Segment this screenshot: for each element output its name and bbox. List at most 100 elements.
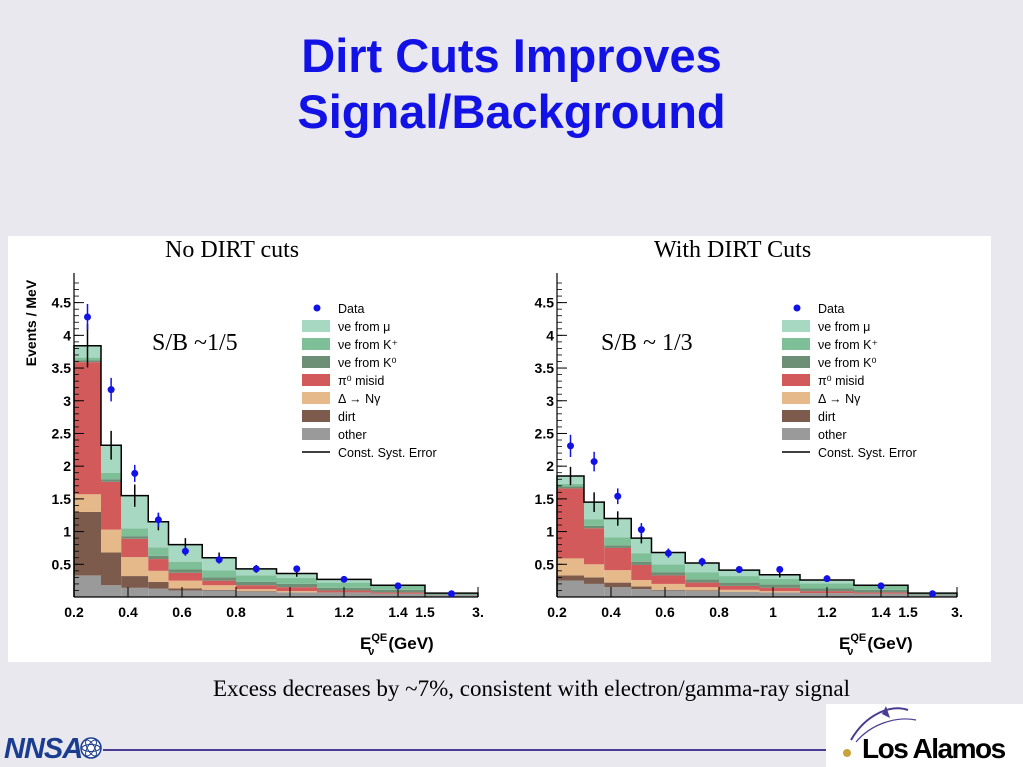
hist-bar <box>557 488 584 559</box>
data-point <box>735 566 743 574</box>
hist-bar <box>168 590 203 597</box>
legend-swatch <box>302 410 330 422</box>
hist-bar <box>148 559 169 571</box>
y-axis-label: Events / MeV <box>510 279 522 366</box>
hist-bar <box>276 592 317 597</box>
legend-swatch <box>302 338 330 350</box>
data-point <box>698 558 706 566</box>
legend-label: νe from K⁰ <box>338 356 397 370</box>
hist-bar <box>631 586 652 590</box>
hist-bar <box>759 578 800 585</box>
hist-bar <box>236 575 277 582</box>
x-tick-label: 0.4 <box>601 604 621 620</box>
legend-label: other <box>818 428 847 442</box>
legend-swatch <box>302 392 330 404</box>
hist-bar <box>759 592 800 597</box>
y-tick-label: 1.5 <box>535 491 555 507</box>
left-panel-heading: No DIRT cuts <box>165 237 300 263</box>
legend-swatch <box>302 356 330 368</box>
y-tick-label: 2.5 <box>535 425 555 441</box>
x-label-sup: QE <box>371 632 387 644</box>
hist-bar <box>557 483 584 487</box>
hist-bar <box>651 590 686 597</box>
hist-bar <box>759 584 800 588</box>
hist-bar <box>584 577 605 584</box>
hist-bar <box>604 537 632 546</box>
hist-bar <box>557 580 584 597</box>
hist-bar <box>276 578 317 584</box>
hist-bar <box>719 591 760 597</box>
y-tick-label: 3.5 <box>52 360 72 376</box>
y-tick-label: 3 <box>63 393 71 409</box>
hist-bar <box>121 576 149 588</box>
y-tick-label: 4.5 <box>52 295 72 311</box>
hist-bar <box>685 591 719 597</box>
hist-bar <box>101 479 122 482</box>
hist-bar <box>651 589 686 591</box>
y-tick-label: 4 <box>546 327 554 343</box>
los-alamos-dot-icon <box>843 749 851 757</box>
hist-bar <box>719 582 760 586</box>
hist-bar <box>604 587 632 597</box>
hist-bar <box>202 590 236 597</box>
legend-swatch <box>782 392 810 404</box>
legend-label: νe from μ <box>338 320 390 334</box>
legend-data-marker <box>313 304 321 312</box>
y-tick-label: 2 <box>546 458 554 474</box>
nnsa-seal-icon <box>80 737 102 759</box>
legend-label: νe from K⁺ <box>818 338 878 352</box>
legend-swatch <box>302 320 330 332</box>
hist-bar <box>800 583 854 589</box>
nnsa-logo: NNSA <box>4 733 83 765</box>
los-alamos-swoosh-icon <box>850 706 917 743</box>
hist-bar <box>631 589 652 597</box>
x-tick-label: 0.8 <box>709 604 729 620</box>
legend-label: νe from K⁰ <box>818 356 877 370</box>
legend-swatch <box>782 374 810 386</box>
left-histogram-chart: 0.5 1 1.5 2 2.5 3 3.5 4 4.5 0.2 0.4 0.6 0.8 1 1.2 1.4 1.… <box>23 273 484 658</box>
y-axis-label: Events / MeV <box>23 279 39 366</box>
data-points <box>567 434 936 598</box>
legend-label: Const. Syst. Error <box>818 446 917 460</box>
legend-swatch <box>782 428 810 440</box>
y-tick-label: 1 <box>63 524 71 540</box>
y-tick-label: 4 <box>63 327 71 343</box>
hist-bar <box>148 570 169 582</box>
y-tick-label: 2.5 <box>52 425 72 441</box>
hist-bar <box>121 528 149 537</box>
legend-label: νe from μ <box>818 320 870 334</box>
hist-bar <box>236 591 277 597</box>
legend-label: π⁰ misid <box>818 374 864 388</box>
data-point <box>131 469 139 477</box>
hist-bar <box>685 587 719 591</box>
legend-swatch <box>782 320 810 332</box>
legend-swatch <box>302 374 330 386</box>
data-point <box>776 566 784 574</box>
hist-bar <box>148 521 169 548</box>
series-2 <box>557 558 800 593</box>
hist-bar <box>631 538 652 554</box>
hist-bar <box>685 579 719 583</box>
data-point <box>637 526 645 534</box>
hist-bar <box>317 582 371 588</box>
x-tick-label: 1.5 <box>415 604 435 620</box>
hist-bar <box>236 581 277 586</box>
signal-background-annotation: S/B ~1/5 <box>152 330 238 356</box>
hist-bar <box>236 591 277 592</box>
footer-divider <box>103 749 833 751</box>
x-tick-label: 1.2 <box>334 604 354 620</box>
hist-bar <box>168 580 203 589</box>
x-axis-label: EQE ν (GeV) <box>839 632 913 658</box>
hist-bar <box>651 575 686 584</box>
hist-bar <box>584 519 605 526</box>
hist-bar <box>685 572 719 580</box>
hist-bar <box>759 591 800 593</box>
x-tick-label: 0.2 <box>64 604 84 620</box>
legend-label: dirt <box>338 410 356 424</box>
hist-bar <box>202 589 236 591</box>
data-point <box>929 590 936 598</box>
stacked-histogram <box>557 475 957 597</box>
hist-bar <box>168 572 203 581</box>
data-point <box>614 492 622 500</box>
los-alamos-logo-box <box>826 704 1023 767</box>
